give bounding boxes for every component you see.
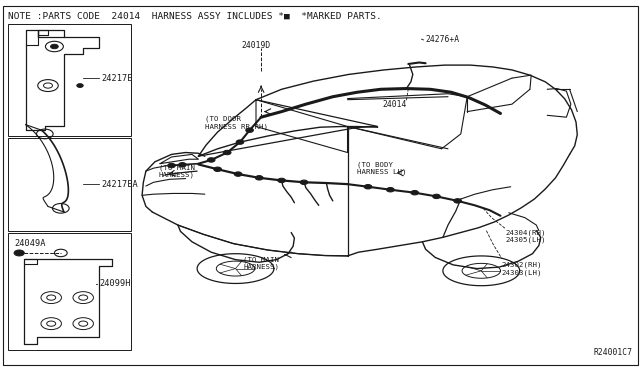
Text: 24217E: 24217E <box>101 74 132 83</box>
Text: 24217EA: 24217EA <box>101 180 138 189</box>
Bar <box>8 232 131 350</box>
Text: 24304(RH): 24304(RH) <box>506 229 546 236</box>
Bar <box>8 138 131 231</box>
Bar <box>8 24 131 136</box>
Text: R24001C7: R24001C7 <box>593 348 632 357</box>
Circle shape <box>364 185 372 189</box>
Text: 24276+A: 24276+A <box>426 35 460 44</box>
Text: (TO MAIN
HARNESS): (TO MAIN HARNESS) <box>159 164 195 178</box>
Circle shape <box>387 187 394 192</box>
Text: (TO MAIN
HARNESS): (TO MAIN HARNESS) <box>243 256 279 270</box>
Circle shape <box>433 194 440 199</box>
Circle shape <box>246 128 253 132</box>
Text: 24302(RH): 24302(RH) <box>502 262 542 268</box>
Text: (TO BODY
HARNESS LH): (TO BODY HARNESS LH) <box>357 161 406 175</box>
Text: 24099H: 24099H <box>99 279 131 288</box>
Text: 24303(LH): 24303(LH) <box>502 269 542 276</box>
Circle shape <box>454 199 461 203</box>
Circle shape <box>234 172 242 176</box>
Circle shape <box>179 163 186 167</box>
Text: NOTE :PARTS CODE  24014  HARNESS ASSY INCLUDES *■  *MARKED PARTS.: NOTE :PARTS CODE 24014 HARNESS ASSY INCL… <box>8 11 381 20</box>
Text: 24014: 24014 <box>383 100 407 109</box>
Text: 24305(LH): 24305(LH) <box>506 237 546 243</box>
Circle shape <box>236 140 244 144</box>
Text: 24049A: 24049A <box>14 239 45 248</box>
Circle shape <box>14 250 24 256</box>
Circle shape <box>207 158 215 162</box>
Circle shape <box>300 180 308 185</box>
Circle shape <box>278 178 285 183</box>
Text: (TO DOOR
HARNESS RR RH): (TO DOOR HARNESS RR RH) <box>205 116 268 130</box>
Circle shape <box>411 190 419 195</box>
Circle shape <box>255 176 263 180</box>
Circle shape <box>223 150 231 155</box>
Circle shape <box>168 163 175 168</box>
Circle shape <box>214 167 221 171</box>
Text: 24019D: 24019D <box>242 41 271 50</box>
Circle shape <box>51 44 58 49</box>
Circle shape <box>77 84 83 87</box>
